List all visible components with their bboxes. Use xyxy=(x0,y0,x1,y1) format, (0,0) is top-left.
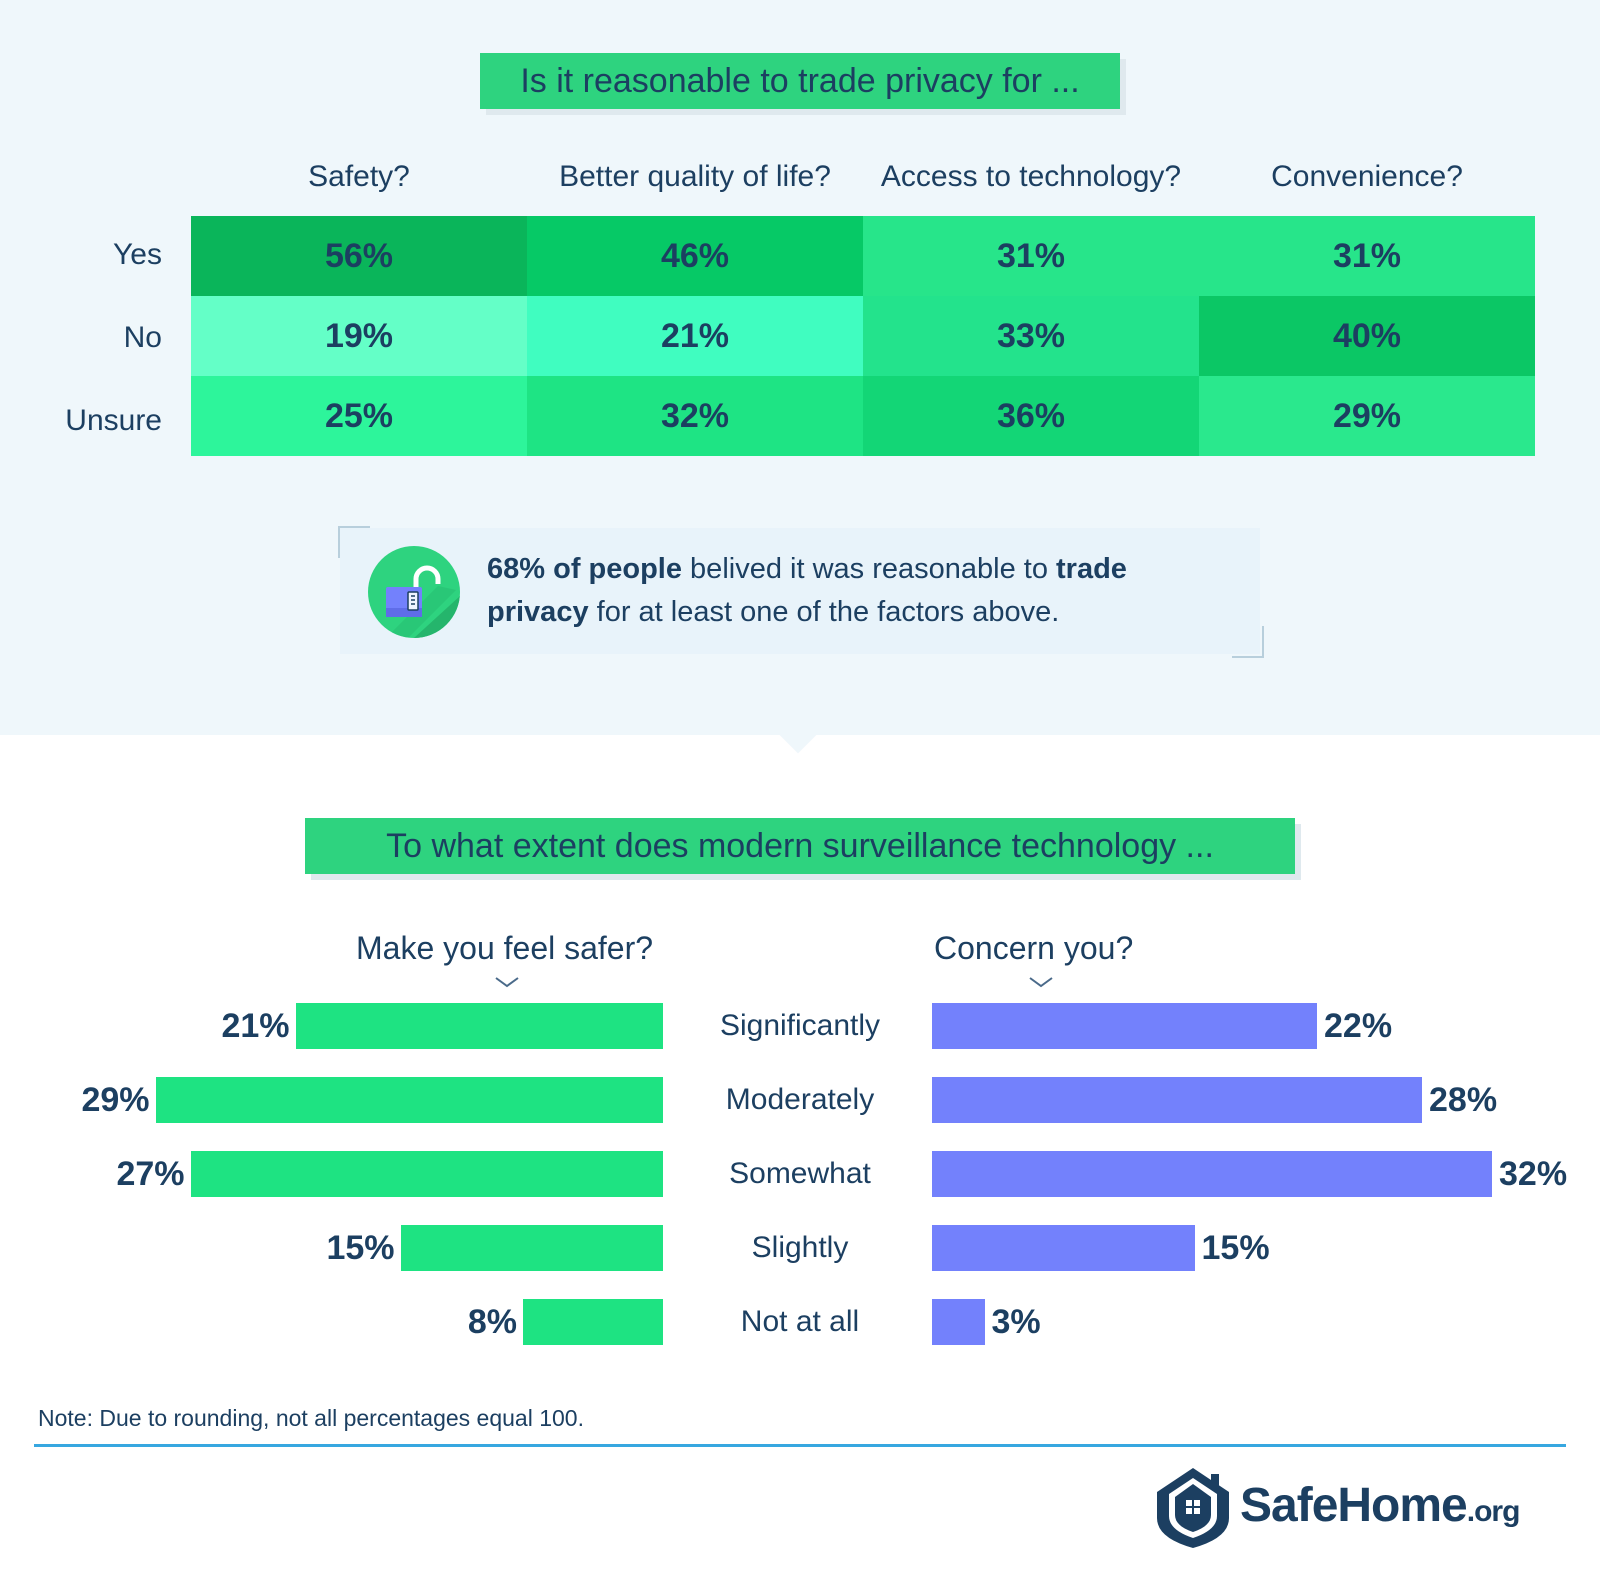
heatmap-cell: 36% xyxy=(863,376,1199,456)
col-header-quality-of-life: Better quality of life? xyxy=(559,160,831,193)
category-label: Not at all xyxy=(740,1305,860,1338)
row-label-no: No xyxy=(123,321,162,354)
chevron-down-icon xyxy=(494,972,520,993)
safer-bar-label: 29% xyxy=(81,1081,150,1119)
heatmap-cell: 21% xyxy=(527,296,863,376)
category-label: Moderately xyxy=(725,1083,875,1116)
logo-wordmark: SafeHome.org xyxy=(1240,1478,1521,1533)
heatmap-cell: 40% xyxy=(1199,296,1535,376)
logo-main-text: SafeHome xyxy=(1240,1479,1468,1532)
concern-bar-label: 32% xyxy=(1499,1155,1568,1193)
heatmap-cell: 31% xyxy=(1199,216,1535,296)
concern-bar xyxy=(932,1077,1422,1123)
callout-bold-stat: 68% of people xyxy=(487,553,682,585)
padlock-icon xyxy=(368,546,460,638)
safer-bar-label: 15% xyxy=(326,1229,395,1267)
section1-title: Is it reasonable to trade privacy for ..… xyxy=(520,61,1080,100)
concern-bar-label: 22% xyxy=(1324,1007,1393,1045)
heatmap-cell: 56% xyxy=(191,216,527,296)
left-question: Make you feel safer? xyxy=(356,930,654,966)
row-label-unsure: Unsure xyxy=(65,404,162,437)
house-shield-icon xyxy=(1157,1468,1229,1548)
safer-bar-label: 8% xyxy=(467,1303,517,1341)
section2-title-banner: To what extent does modern surveillance … xyxy=(305,818,1295,874)
concern-bar-label: 3% xyxy=(991,1303,1041,1341)
logo-suffix-text: .org xyxy=(1466,1495,1521,1528)
safer-bar-label: 27% xyxy=(116,1155,185,1193)
safer-bar-label: 21% xyxy=(221,1007,290,1045)
section2-title: To what extent does modern surveillance … xyxy=(386,826,1214,865)
heatmap-cell: 32% xyxy=(527,376,863,456)
concern-bar xyxy=(932,1151,1492,1197)
concern-bar xyxy=(932,1299,985,1345)
heatmap-cell: 25% xyxy=(191,376,527,456)
heatmap-cell: 46% xyxy=(527,216,863,296)
callout-text-part1: belived it was reasonable to xyxy=(682,553,1056,585)
safer-bar xyxy=(400,1225,663,1271)
section1-title-banner: Is it reasonable to trade privacy for ..… xyxy=(480,53,1120,109)
chevron-down-icon xyxy=(1028,972,1054,993)
concern-bar xyxy=(932,1225,1195,1271)
right-question: Concern you? xyxy=(934,930,1134,966)
col-header-technology: Access to technology? xyxy=(880,160,1182,193)
heatmap-cell: 19% xyxy=(191,296,527,376)
heatmap-cell: 31% xyxy=(863,216,1199,296)
safehome-logo: SafeHome.org xyxy=(1155,1466,1555,1552)
category-label: Somewhat xyxy=(729,1157,871,1190)
callout-corner-bottom-right xyxy=(1232,626,1264,658)
category-label: Slightly xyxy=(751,1231,849,1264)
category-label: Significantly xyxy=(719,1009,881,1042)
col-header-safety: Safety? xyxy=(308,160,410,193)
safer-bar xyxy=(155,1077,663,1123)
callout-corner-top-left xyxy=(338,526,370,558)
col-header-convenience: Convenience? xyxy=(1271,160,1463,193)
footnote: Note: Due to rounding, not all percentag… xyxy=(38,1405,584,1431)
callout-text-part2: for at least one of the factors above. xyxy=(588,596,1060,628)
concern-bar xyxy=(932,1003,1317,1049)
safer-bar xyxy=(295,1003,663,1049)
concern-bar-label: 28% xyxy=(1429,1081,1498,1119)
row-label-yes: Yes xyxy=(113,238,162,271)
safer-bar xyxy=(190,1151,663,1197)
footer-divider xyxy=(34,1444,1566,1447)
concern-bar-label: 15% xyxy=(1201,1229,1270,1267)
callout-bold-phrase: trade privacy xyxy=(487,553,1127,628)
heatmap-cell: 29% xyxy=(1199,376,1535,456)
callout-box xyxy=(340,528,1260,654)
heatmap-cell: 33% xyxy=(863,296,1199,376)
callout-text: 68% of people belived it was reasonable … xyxy=(487,548,1227,634)
safer-bar xyxy=(523,1299,663,1345)
